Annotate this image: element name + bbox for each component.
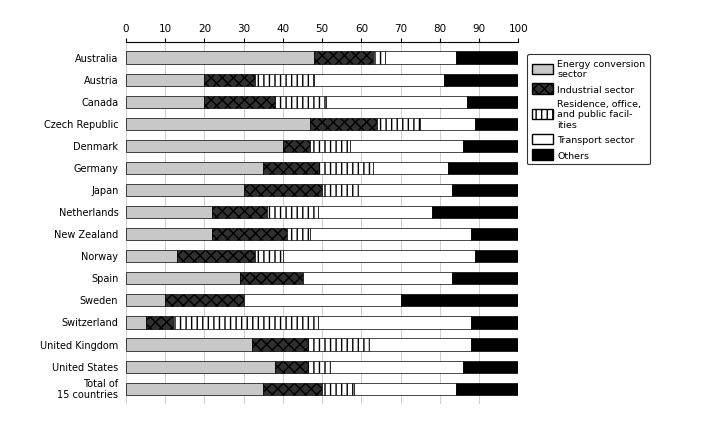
Bar [126,339,251,351]
Bar [451,273,518,285]
Bar [173,316,318,329]
Bar [472,229,518,241]
Bar [385,52,456,64]
Bar [420,118,475,131]
Bar [315,52,373,64]
Bar [472,339,518,351]
Bar [126,229,212,241]
Bar [373,52,385,64]
Bar [377,118,420,131]
Bar [126,141,283,153]
Bar [126,273,240,285]
Bar [310,229,472,241]
Bar [307,339,369,351]
Bar [126,295,165,307]
Bar [318,316,472,329]
Bar [456,52,518,64]
Bar [310,118,377,131]
Bar [456,383,518,395]
Bar [240,273,302,285]
Bar [243,184,323,197]
Bar [256,74,315,86]
Bar [126,74,204,86]
Bar [310,141,350,153]
Bar [464,141,518,153]
Bar [275,96,326,108]
Bar [369,339,472,351]
Bar [283,251,475,263]
Bar [251,339,307,351]
Bar [145,316,173,329]
Bar [264,163,318,175]
Bar [448,163,518,175]
Bar [350,141,464,153]
Bar [126,96,204,108]
Bar [267,206,318,218]
Bar [126,361,275,373]
Bar [126,383,264,395]
Bar [318,163,373,175]
Bar [464,361,518,373]
Bar [467,96,518,108]
Bar [264,383,323,395]
Bar [318,206,432,218]
Bar [475,118,518,131]
Bar [373,163,448,175]
Bar [400,295,518,307]
Bar [177,251,256,263]
Bar [354,383,456,395]
Bar [283,141,310,153]
Bar [126,163,264,175]
Bar [315,74,444,86]
Bar [475,251,518,263]
Bar [204,96,275,108]
Bar [256,251,283,263]
Bar [432,206,518,218]
Bar [323,184,358,197]
Bar [243,295,400,307]
Bar [212,229,287,241]
Bar [326,96,467,108]
Bar [165,295,243,307]
Bar [451,184,518,197]
Bar [444,74,518,86]
Bar [275,361,307,373]
Bar [287,229,310,241]
Bar [302,273,451,285]
Bar [358,184,451,197]
Bar [204,74,256,86]
Bar [126,316,145,329]
Bar [212,206,267,218]
Bar [126,251,177,263]
Bar [126,184,243,197]
Bar [307,361,330,373]
Bar [126,206,212,218]
Bar [126,118,310,131]
Legend: Energy conversion
sector, Industrial sector, Residence, office,
and public facil: Energy conversion sector, Industrial sec… [527,55,650,165]
Bar [330,361,464,373]
Bar [472,316,518,329]
Bar [323,383,354,395]
Bar [126,52,315,64]
